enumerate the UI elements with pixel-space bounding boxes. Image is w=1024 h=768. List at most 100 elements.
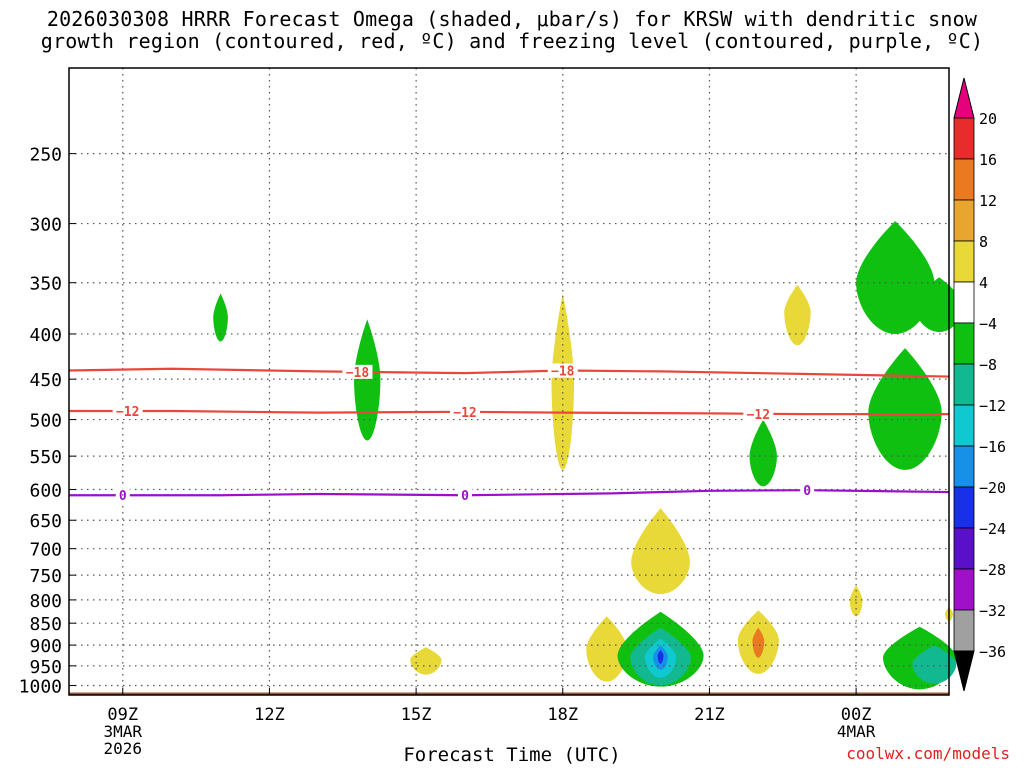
ground-bar <box>69 692 949 695</box>
omega-area-up-24z-490 <box>868 348 942 470</box>
colorbar-swatch-0 <box>953 117 975 160</box>
x-tick-label-12Z: 12Z <box>254 705 285 725</box>
colorbar-label-2: 12 <box>979 192 997 210</box>
colorbar-layer: 20 16 12 8 4 −4 −8 −12 −16 −20 −24 −28 −32 −36 <box>953 77 1006 692</box>
x-axis-label: Forecast Time (UTC) <box>403 744 621 766</box>
y-tick-label-350: 350 <box>29 274 62 295</box>
colorbar-label-5: −4 <box>979 315 997 333</box>
contour-label-bg-freezing-level-2 <box>800 483 815 498</box>
colorbar-swatch-2 <box>953 199 975 242</box>
contour-label-freezing-level-1: 0 <box>461 489 469 504</box>
omega-area-up-2230-550 <box>749 419 777 487</box>
y-tick-label-300: 300 <box>29 215 62 236</box>
y-tick-label-800: 800 <box>29 591 62 612</box>
omega-area-up-20z-925-m20 <box>657 650 664 664</box>
contour-label-bg-dendritic-top-1 <box>547 363 578 378</box>
colorbar-bottom-arrow <box>953 650 975 692</box>
y-tick-label-700: 700 <box>29 540 62 561</box>
omega-area-down-18z-450 <box>551 293 575 470</box>
colorbar-label-1: 16 <box>979 151 997 169</box>
plot-frame <box>68 67 950 696</box>
ground-layer <box>69 692 949 695</box>
contour-label-dendritic-top-0: −18 <box>346 366 370 381</box>
y-tick-label-450: 450 <box>29 370 62 391</box>
omega-area-down-15z-950 <box>410 647 442 675</box>
colorbar-label-7: −12 <box>979 397 1006 415</box>
omega-area-up-25z-930-m8 <box>912 645 957 684</box>
contour-label-dendritic-bottom-1: −12 <box>453 406 476 421</box>
contour-dendritic-top <box>68 367 950 378</box>
omega-area-up-24z-350 <box>856 221 935 334</box>
colorbar-swatch-11 <box>953 568 975 611</box>
colorbar-label-0: 20 <box>979 110 997 128</box>
omega-area-up-14z-450 <box>354 319 381 441</box>
y-tick-label-850: 850 <box>29 614 62 635</box>
x-tick-label-09Z: 09Z <box>107 705 138 725</box>
colorbar-swatch-4 <box>953 281 975 324</box>
colorbar-label-8: −16 <box>979 438 1006 456</box>
y-tick-label-650: 650 <box>29 511 62 532</box>
colorbar-label-10: −24 <box>979 520 1006 538</box>
contour-label-bg-dendritic-bottom-2 <box>743 406 774 421</box>
colorbar-swatch-10 <box>953 527 975 570</box>
contour-label-bg-dendritic-bottom-1 <box>450 404 480 419</box>
x-tick-label-00Z: 00Z <box>841 705 872 725</box>
colorbar-label-11: −28 <box>979 561 1006 579</box>
y-tick-label-1000: 1000 <box>19 677 62 698</box>
y-tick-label-600: 600 <box>29 481 62 502</box>
contour-layer: −18 −18 −12 −12 −12 0 0 0 <box>68 363 950 504</box>
y-tick-label-900: 900 <box>29 636 62 657</box>
colorbar-top-arrow <box>953 77 975 119</box>
y-tick-label-950: 950 <box>29 657 62 678</box>
colorbar-label-9: −20 <box>979 479 1006 497</box>
colorbar-swatch-1 <box>953 158 975 201</box>
x-tick-label-21Z: 21Z <box>694 705 725 725</box>
y-tick-label-400: 400 <box>29 325 62 346</box>
x-tick-label-15Z: 15Z <box>401 705 432 725</box>
contour-label-bg-dendritic-bottom-0 <box>112 404 143 419</box>
omega-area-down-24z-800 <box>849 585 863 617</box>
colorbar-swatch-12 <box>953 609 975 652</box>
plot-frame-layer <box>68 67 950 696</box>
colorbar-swatch-8 <box>953 445 975 488</box>
footer-credit: coolwx.com/models <box>846 744 1010 763</box>
colorbar-swatch-6 <box>953 363 975 406</box>
contour-label-bg-freezing-level-1 <box>458 488 472 503</box>
chart-title: 2026030308 HRRR Forecast Omega (shaded, … <box>40 7 984 53</box>
y-tick-label-550: 550 <box>29 447 62 468</box>
x-tick-year-09Z: 2026 <box>104 739 143 758</box>
omega-shading-layer <box>213 221 964 690</box>
x-tick-date-09Z: 3MAR <box>104 722 143 741</box>
omega-area-down-22z-880-core <box>752 627 765 658</box>
omega-area-up-26z-370 <box>914 277 964 333</box>
x-tick-label-18Z: 18Z <box>547 705 578 725</box>
colorbar-swatch-3 <box>953 240 975 283</box>
grid-layer <box>69 68 949 695</box>
colorbar-swatch-5 <box>953 322 975 365</box>
contour-label-dendritic-bottom-0: −12 <box>116 405 139 420</box>
y-tick-label-750: 750 <box>29 566 62 587</box>
contour-label-dendritic-top-1: −18 <box>551 365 575 380</box>
omega-area-down-19z-920 <box>586 616 628 682</box>
contour-freezing-level <box>69 489 950 497</box>
contour-label-bg-dendritic-top-0 <box>342 364 373 379</box>
contour-label-freezing-level-0: 0 <box>119 489 127 504</box>
colorbar-swatch-7 <box>953 404 975 447</box>
colorbar-label-3: 8 <box>979 233 988 251</box>
colorbar-swatch-9 <box>953 486 975 529</box>
y-tick-label-250: 250 <box>29 145 62 166</box>
omega-area-up-11z-400 <box>213 293 228 342</box>
colorbar-label-6: −8 <box>979 356 997 374</box>
contour-label-dendritic-bottom-2: −12 <box>747 408 770 423</box>
omega-area-down-22z-380 <box>784 284 811 346</box>
colorbar-label-12: −32 <box>979 602 1006 620</box>
contour-label-bg-freezing-level-0 <box>115 488 130 503</box>
omega-area-down-20z-730 <box>631 508 690 595</box>
x-tick-date-00Z: 4MAR <box>837 722 876 741</box>
colorbar-label-13: −36 <box>979 643 1006 661</box>
colorbar-label-4: 4 <box>979 274 988 292</box>
y-tick-layer: 2503003504004505005506006507007508008509… <box>19 145 76 698</box>
contour-label-freezing-level-2: 0 <box>803 484 811 499</box>
